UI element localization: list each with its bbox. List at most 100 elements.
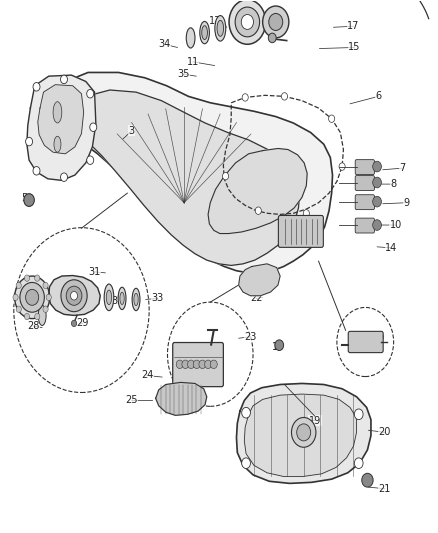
Polygon shape <box>237 383 371 483</box>
Text: 35: 35 <box>177 69 189 79</box>
Circle shape <box>193 360 200 368</box>
Text: 31: 31 <box>88 267 101 277</box>
Text: 26: 26 <box>12 293 25 303</box>
Circle shape <box>66 286 82 305</box>
Text: 20: 20 <box>379 427 391 438</box>
Circle shape <box>176 360 183 368</box>
Ellipse shape <box>104 284 114 311</box>
Ellipse shape <box>54 136 61 152</box>
Ellipse shape <box>202 26 208 39</box>
Circle shape <box>373 196 381 207</box>
Circle shape <box>33 166 40 175</box>
Circle shape <box>61 280 87 312</box>
Ellipse shape <box>217 20 223 36</box>
Text: 6: 6 <box>375 91 381 101</box>
Circle shape <box>199 360 206 368</box>
Ellipse shape <box>132 288 140 311</box>
Ellipse shape <box>215 15 226 41</box>
Ellipse shape <box>106 290 112 305</box>
Text: 21: 21 <box>379 484 391 494</box>
Circle shape <box>25 313 30 320</box>
Circle shape <box>46 294 51 301</box>
Circle shape <box>87 156 94 165</box>
Text: 8: 8 <box>391 179 397 189</box>
Circle shape <box>25 289 39 305</box>
Circle shape <box>373 177 381 188</box>
Circle shape <box>43 282 48 289</box>
Circle shape <box>223 172 229 180</box>
Circle shape <box>242 94 248 101</box>
FancyBboxPatch shape <box>348 332 383 353</box>
Circle shape <box>235 7 260 37</box>
Circle shape <box>373 220 381 230</box>
Text: 11: 11 <box>187 57 199 67</box>
Circle shape <box>60 173 67 181</box>
Polygon shape <box>239 264 280 296</box>
Text: 33: 33 <box>152 293 164 303</box>
Circle shape <box>268 33 276 43</box>
Circle shape <box>229 0 266 44</box>
FancyBboxPatch shape <box>355 160 374 174</box>
Text: 28: 28 <box>27 321 39 331</box>
Polygon shape <box>208 149 307 233</box>
Text: 17: 17 <box>347 21 360 31</box>
Circle shape <box>291 417 316 447</box>
Circle shape <box>182 360 189 368</box>
Circle shape <box>354 409 363 419</box>
Ellipse shape <box>120 292 124 304</box>
FancyBboxPatch shape <box>355 175 374 190</box>
Polygon shape <box>155 382 207 415</box>
Circle shape <box>303 209 309 217</box>
FancyBboxPatch shape <box>279 215 323 247</box>
Circle shape <box>255 207 261 214</box>
Text: 4: 4 <box>35 144 41 155</box>
Circle shape <box>339 163 345 170</box>
Circle shape <box>210 360 217 368</box>
Circle shape <box>297 424 311 441</box>
Ellipse shape <box>134 293 138 305</box>
Ellipse shape <box>38 305 46 326</box>
Circle shape <box>13 294 18 301</box>
Circle shape <box>16 282 21 289</box>
Polygon shape <box>38 85 84 154</box>
Circle shape <box>20 282 44 312</box>
Text: 3: 3 <box>129 126 135 136</box>
Circle shape <box>241 14 254 29</box>
Text: 13: 13 <box>208 16 221 26</box>
Text: 34: 34 <box>158 39 170 49</box>
Text: 29: 29 <box>77 318 89 328</box>
Polygon shape <box>49 276 100 316</box>
Circle shape <box>373 161 381 172</box>
Circle shape <box>24 193 34 206</box>
Circle shape <box>269 13 283 30</box>
Circle shape <box>25 275 30 281</box>
Circle shape <box>14 276 49 319</box>
Text: 25: 25 <box>125 395 138 406</box>
Polygon shape <box>77 90 300 265</box>
Circle shape <box>187 360 194 368</box>
Text: 23: 23 <box>244 332 257 342</box>
Circle shape <box>205 360 212 368</box>
Circle shape <box>362 473 373 487</box>
Text: 14: 14 <box>385 243 398 253</box>
Polygon shape <box>244 394 357 477</box>
Ellipse shape <box>53 102 62 123</box>
Ellipse shape <box>186 28 195 48</box>
Text: 18: 18 <box>272 342 284 352</box>
Circle shape <box>282 93 288 100</box>
Ellipse shape <box>200 21 209 44</box>
FancyBboxPatch shape <box>355 218 374 233</box>
Text: 7: 7 <box>399 163 406 173</box>
Circle shape <box>263 6 289 38</box>
Circle shape <box>328 115 335 123</box>
Circle shape <box>90 123 97 132</box>
Text: 15: 15 <box>348 43 360 52</box>
Circle shape <box>43 306 48 312</box>
Circle shape <box>242 458 251 469</box>
Circle shape <box>354 458 363 469</box>
Circle shape <box>16 306 21 312</box>
FancyBboxPatch shape <box>173 343 223 386</box>
Circle shape <box>35 275 40 281</box>
Text: 9: 9 <box>404 198 410 208</box>
Polygon shape <box>27 75 96 180</box>
